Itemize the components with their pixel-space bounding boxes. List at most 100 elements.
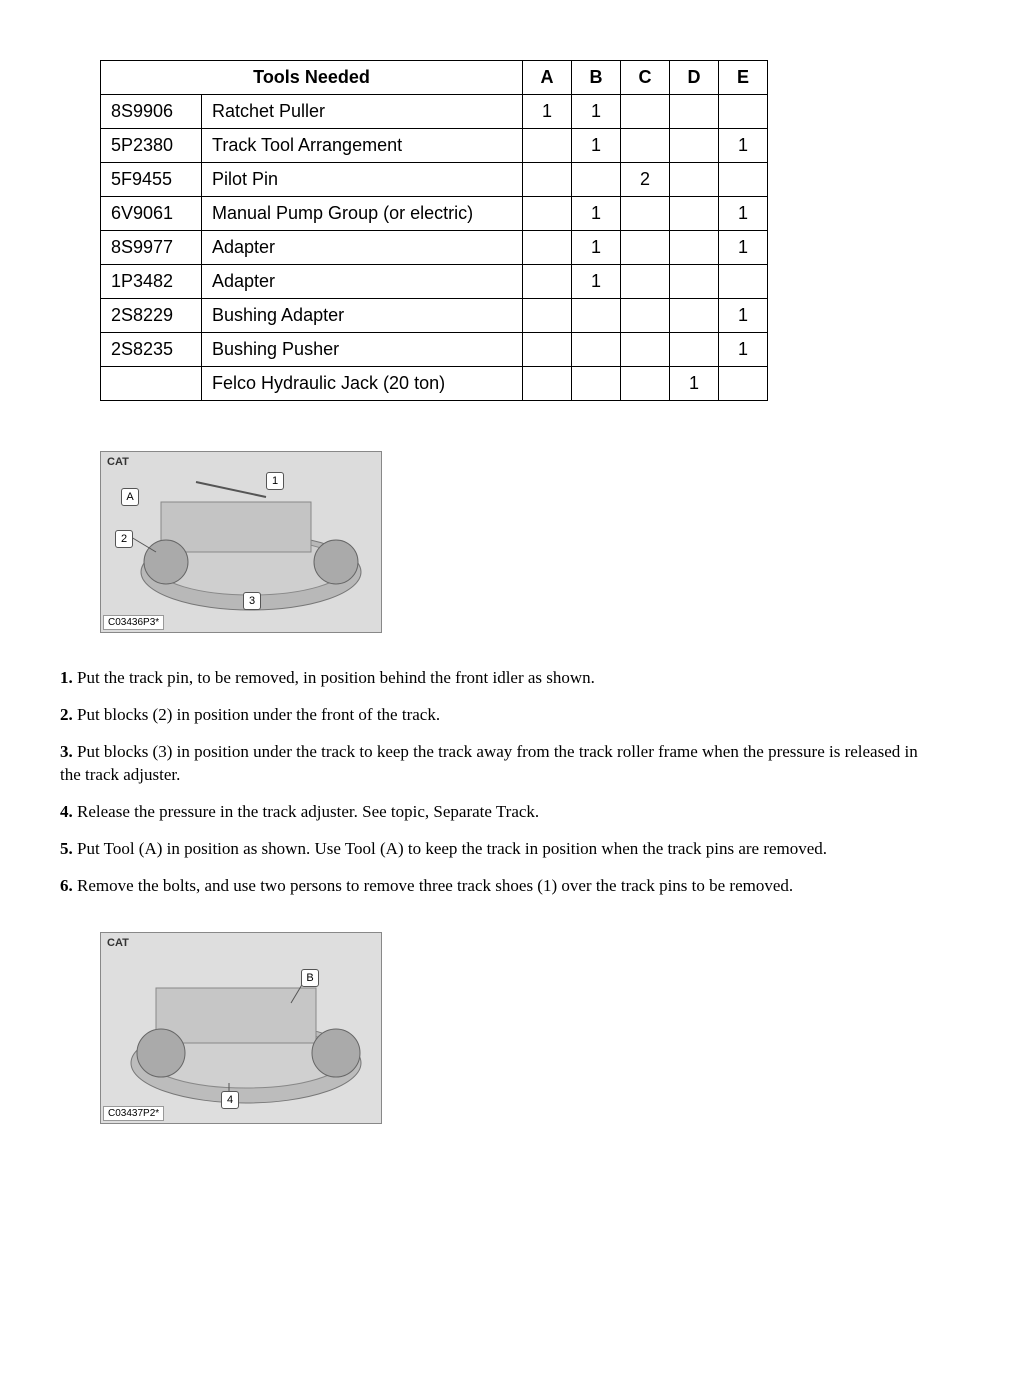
fig1-callout-2: 2	[115, 530, 133, 548]
qty-cell: 1	[572, 265, 621, 299]
qty-cell	[670, 163, 719, 197]
part-number: 8S9906	[101, 95, 202, 129]
part-description: Bushing Pusher	[202, 333, 523, 367]
step-1: 1. Put the track pin, to be removed, in …	[60, 667, 940, 690]
qty-cell: 1	[719, 299, 768, 333]
table-row: 2S8229Bushing Adapter 1	[101, 299, 768, 333]
qty-cell	[719, 367, 768, 401]
qty-cell	[523, 265, 572, 299]
qty-cell	[572, 333, 621, 367]
qty-cell: 1	[719, 197, 768, 231]
table-row: 2S8235Bushing Pusher 1	[101, 333, 768, 367]
table-row: 8S9977Adapter 1 1	[101, 231, 768, 265]
qty-cell	[670, 333, 719, 367]
col-c: C	[621, 61, 670, 95]
qty-cell: 1	[572, 95, 621, 129]
qty-cell	[523, 197, 572, 231]
part-description: Manual Pump Group (or electric)	[202, 197, 523, 231]
step-6-text: Remove the bolts, and use two persons to…	[73, 876, 793, 895]
part-number: 6V9061	[101, 197, 202, 231]
qty-cell	[621, 367, 670, 401]
step-2-text: Put blocks (2) in position under the fro…	[73, 705, 440, 724]
qty-cell	[572, 367, 621, 401]
step-3-text: Put blocks (3) in position under the tra…	[60, 742, 918, 784]
part-number: 2S8235	[101, 333, 202, 367]
step-4: 4. Release the pressure in the track adj…	[60, 801, 940, 824]
qty-cell	[670, 299, 719, 333]
part-number: 2S8229	[101, 299, 202, 333]
qty-cell	[670, 95, 719, 129]
fig1-callout-1: 1	[266, 472, 284, 490]
part-description: Ratchet Puller	[202, 95, 523, 129]
step-5-text: Put Tool (A) in position as shown. Use T…	[73, 839, 827, 858]
table-row: Felco Hydraulic Jack (20 ton) 1	[101, 367, 768, 401]
part-number: 8S9977	[101, 231, 202, 265]
qty-cell: 1	[719, 333, 768, 367]
qty-cell: 1	[719, 129, 768, 163]
qty-cell	[621, 129, 670, 163]
qty-cell	[523, 231, 572, 265]
part-description: Track Tool Arrangement	[202, 129, 523, 163]
qty-cell	[670, 129, 719, 163]
part-number	[101, 367, 202, 401]
fig2-callout-4: 4	[221, 1091, 239, 1109]
step-4-text: Release the pressure in the track adjust…	[73, 802, 539, 821]
fig2-illustration	[101, 933, 381, 1123]
qty-cell	[719, 95, 768, 129]
part-number: 1P3482	[101, 265, 202, 299]
col-b: B	[572, 61, 621, 95]
qty-cell: 1	[719, 231, 768, 265]
qty-cell	[670, 231, 719, 265]
part-description: Pilot Pin	[202, 163, 523, 197]
qty-cell: 1	[572, 129, 621, 163]
part-number: 5P2380	[101, 129, 202, 163]
qty-cell	[621, 231, 670, 265]
qty-cell	[670, 197, 719, 231]
step-1-num: 1.	[60, 668, 73, 687]
step-5: 5. Put Tool (A) in position as shown. Us…	[60, 838, 940, 861]
step-2-num: 2.	[60, 705, 73, 724]
fig2-callout-b: B	[301, 969, 319, 987]
qty-cell	[621, 333, 670, 367]
qty-cell	[572, 163, 621, 197]
fig2-cat-label: CAT	[107, 937, 129, 949]
tools-needed-table: Tools Needed A B C D E 8S9906Ratchet Pul…	[100, 60, 768, 401]
table-row: 6V9061Manual Pump Group (or electric)11	[101, 197, 768, 231]
part-number: 5F9455	[101, 163, 202, 197]
fig1-illustration	[101, 452, 381, 632]
qty-cell	[670, 265, 719, 299]
fig1-id-label: C03436P3*	[103, 615, 164, 630]
step-3-num: 3.	[60, 742, 73, 761]
instruction-list: 1. Put the track pin, to be removed, in …	[60, 667, 964, 898]
table-row: 8S9906Ratchet Puller11	[101, 95, 768, 129]
qty-cell	[621, 299, 670, 333]
step-2: 2. Put blocks (2) in position under the …	[60, 704, 940, 727]
col-d: D	[670, 61, 719, 95]
part-description: Bushing Adapter	[202, 299, 523, 333]
qty-cell	[523, 367, 572, 401]
table-row: 5F9455Pilot Pin 2	[101, 163, 768, 197]
fig1-callout-3: 3	[243, 592, 261, 610]
qty-cell	[719, 163, 768, 197]
table-row: 5P2380Track Tool Arrangement 1 1	[101, 129, 768, 163]
step-3: 3. Put blocks (3) in position under the …	[60, 741, 940, 787]
qty-cell	[572, 299, 621, 333]
qty-cell: 1	[523, 95, 572, 129]
table-title: Tools Needed	[101, 61, 523, 95]
step-1-text: Put the track pin, to be removed, in pos…	[73, 668, 595, 687]
qty-cell: 2	[621, 163, 670, 197]
qty-cell	[621, 95, 670, 129]
figure-1: CAT A 1 2 3 C03436P3*	[100, 451, 382, 633]
figure-2: CAT B 4 C03437P2*	[100, 932, 382, 1124]
qty-cell: 1	[670, 367, 719, 401]
qty-cell: 1	[572, 231, 621, 265]
table-row: 1P3482Adapter1	[101, 265, 768, 299]
qty-cell	[523, 299, 572, 333]
qty-cell	[621, 265, 670, 299]
col-a: A	[523, 61, 572, 95]
step-6-num: 6.	[60, 876, 73, 895]
part-description: Adapter	[202, 231, 523, 265]
step-6: 6. Remove the bolts, and use two persons…	[60, 875, 940, 898]
part-description: Felco Hydraulic Jack (20 ton)	[202, 367, 523, 401]
step-5-num: 5.	[60, 839, 73, 858]
